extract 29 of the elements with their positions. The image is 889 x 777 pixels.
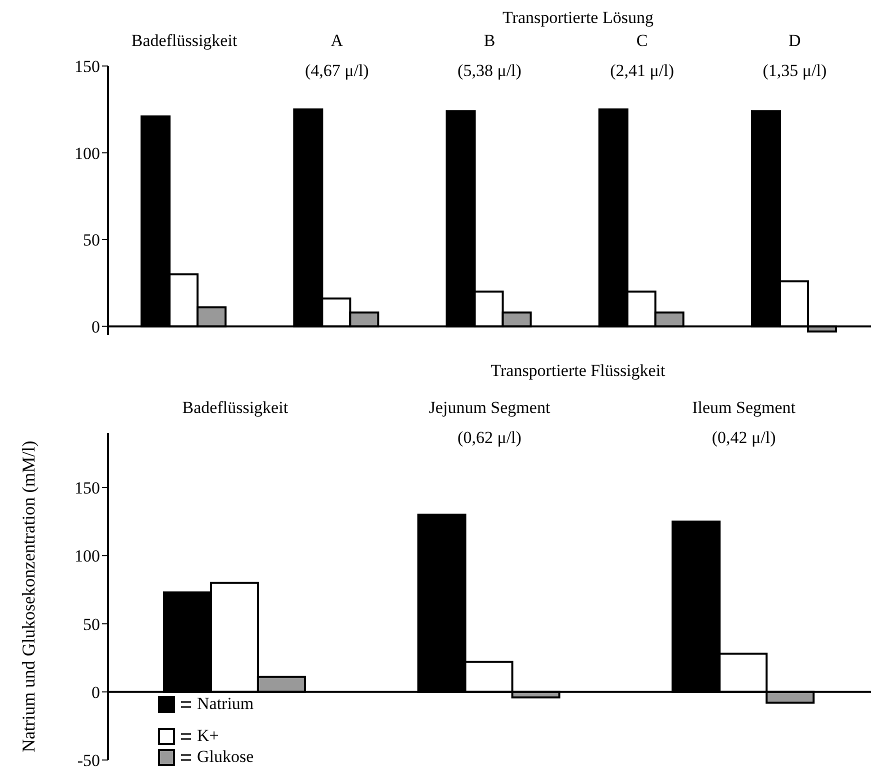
y-tick-label: 0: [92, 317, 100, 336]
x-tick-label: D: [788, 31, 801, 50]
annotation: (0,62 μ/l): [458, 428, 522, 447]
x-tick-label: B: [484, 31, 496, 50]
chart-title: Transportierte Flüssigkeit: [490, 361, 666, 381]
chart-title: Transportierte Lösung: [502, 8, 654, 28]
legend-label: Glukose: [197, 747, 254, 767]
annotation: (2,41 μ/l): [610, 61, 674, 80]
y-tick-label: -50: [77, 751, 100, 770]
x-tick-label: Badeflüssigkeit: [182, 398, 288, 417]
y-tick-label: 50: [83, 230, 100, 250]
y-tick-label: 100: [74, 546, 100, 566]
y-tick-label: 50: [83, 614, 100, 634]
x-tick-label: A: [330, 31, 344, 50]
annotation: (1,35 μ/l): [762, 61, 827, 80]
x-tick-label: Jejunum Segment: [428, 398, 550, 417]
y-tick-label: 100: [74, 144, 100, 163]
x-tick-label: Badeflüssigkeit: [131, 31, 238, 50]
y-tick-label: 150: [74, 57, 100, 76]
y-tick-label: 0: [92, 682, 100, 702]
y-axis-title: Natrium und Glukosekonzentration (mM/l): [18, 440, 38, 752]
y-tick-label: 150: [74, 478, 100, 498]
annotation: (5,38 μ/l): [458, 61, 522, 80]
legend-label: Natrium: [197, 694, 254, 714]
x-tick-label: Ileum Segment: [692, 398, 796, 417]
x-tick-label: C: [636, 31, 648, 50]
annotation: (0,42 μ/l): [712, 428, 776, 447]
annotation: (4,67 μ/l): [304, 61, 369, 80]
legend-label: K+: [197, 726, 219, 746]
